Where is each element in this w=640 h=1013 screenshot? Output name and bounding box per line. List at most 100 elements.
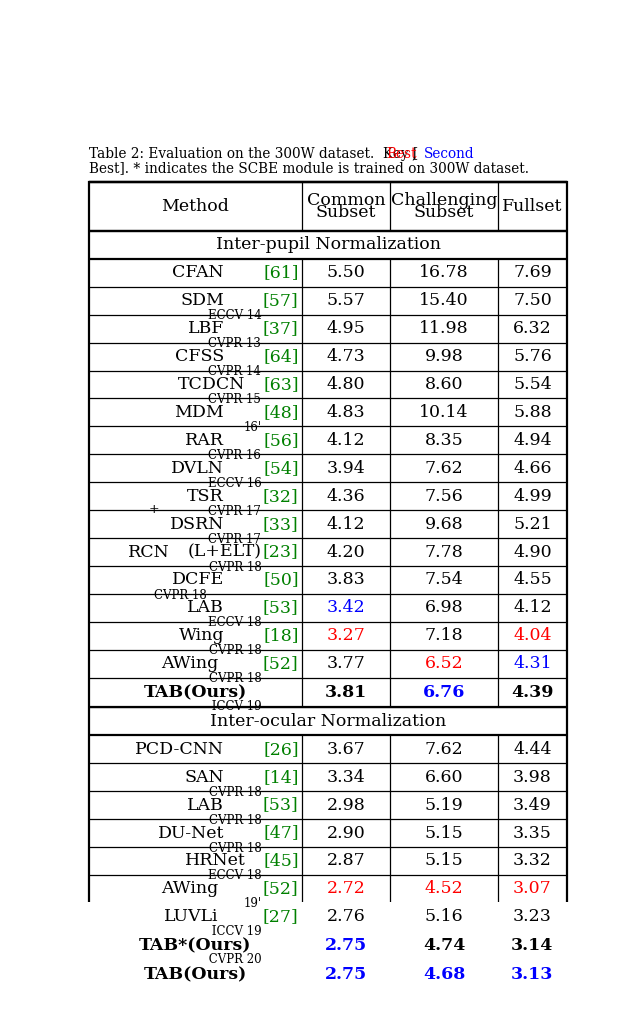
Text: TSR: TSR [188,487,224,504]
Text: ECCV 16: ECCV 16 [207,477,261,490]
Text: 4.20: 4.20 [326,544,365,560]
Text: 4.12: 4.12 [326,432,365,449]
Text: [54]: [54] [263,460,299,477]
Text: 10.14: 10.14 [419,404,468,421]
Text: TCDCN: TCDCN [178,376,245,393]
Text: 2.90: 2.90 [326,825,365,842]
Text: 2.75: 2.75 [325,966,367,984]
Text: 5.57: 5.57 [326,292,365,309]
Text: 2.87: 2.87 [326,852,365,869]
Text: LAB: LAB [188,796,224,813]
Text: 4.90: 4.90 [513,544,552,560]
Text: 5.16: 5.16 [424,909,463,925]
Text: 7.62: 7.62 [424,460,463,477]
Text: 4.36: 4.36 [326,487,365,504]
Text: Second: Second [424,147,475,161]
Text: [63]: [63] [263,376,299,393]
Text: RCN: RCN [128,544,170,560]
Text: Best]. * indicates the SCBE module is trained on 300W dataset.: Best]. * indicates the SCBE module is tr… [89,161,529,175]
Text: Inter-pupil Normalization: Inter-pupil Normalization [216,236,440,253]
Text: DVLN: DVLN [172,460,224,477]
Text: 5.19: 5.19 [424,796,463,813]
Text: TAB(Ours): TAB(Ours) [144,966,247,984]
Text: Challenging: Challenging [390,191,497,209]
Text: ECCV 18: ECCV 18 [207,617,261,629]
Text: 7.56: 7.56 [424,487,463,504]
Text: CVPR 15: CVPR 15 [209,393,261,406]
Text: LBF: LBF [188,320,224,337]
Text: 4.80: 4.80 [326,376,365,393]
Text: +: + [148,502,159,516]
Text: CFAN: CFAN [173,264,224,282]
Bar [90,232,566,258]
Text: [47]: [47] [263,825,299,842]
Text: TAB*(Ours): TAB*(Ours) [139,937,252,954]
Text: 4.73: 4.73 [326,348,365,365]
Text: 3.14: 3.14 [511,937,554,954]
Text: 5.54: 5.54 [513,376,552,393]
Text: 8.60: 8.60 [425,376,463,393]
Text: Subset: Subset [414,205,474,222]
Text: TAB(Ours): TAB(Ours) [144,684,247,701]
Text: [64]: [64] [263,348,299,365]
Text: DSRN: DSRN [170,516,224,533]
Text: 3.42: 3.42 [326,600,365,616]
Text: [53]: [53] [263,600,299,616]
Text: 2.75: 2.75 [325,937,367,954]
Text: [32]: [32] [263,487,299,504]
Text: DCFE: DCFE [172,571,224,589]
Text: AWing: AWing [161,880,219,898]
Text: [52]: [52] [263,655,299,673]
Text: 19': 19' [243,898,261,911]
Text: 3.07: 3.07 [513,880,552,898]
Text: 3.94: 3.94 [326,460,365,477]
Text: LUVLi: LUVLi [164,909,219,925]
Text: CVPR 20: CVPR 20 [205,953,261,966]
Text: CVPR 18: CVPR 18 [209,644,261,657]
Text: [18]: [18] [263,627,299,644]
Text: 5.50: 5.50 [326,264,365,282]
Text: 4.12: 4.12 [513,600,552,616]
Text: 3.23: 3.23 [513,909,552,925]
Text: 2.98: 2.98 [326,796,365,813]
Text: 6.60: 6.60 [425,769,463,786]
Text: 6.98: 6.98 [424,600,463,616]
Text: [33]: [33] [263,516,299,533]
Text: ICCV 19: ICCV 19 [207,925,261,938]
Text: 4.94: 4.94 [513,432,552,449]
Text: 3.83: 3.83 [326,571,365,589]
Text: 5.88: 5.88 [513,404,552,421]
Text: CVPR 18: CVPR 18 [154,589,207,602]
Text: RAR: RAR [185,432,224,449]
Text: 2.76: 2.76 [326,909,365,925]
Text: [26]: [26] [263,741,299,758]
Text: MDM: MDM [174,404,224,421]
Text: 7.62: 7.62 [424,741,463,758]
Text: 3.34: 3.34 [326,769,365,786]
Text: 5.15: 5.15 [424,825,463,842]
Text: LAB: LAB [188,600,224,616]
Text: ECCV 14: ECCV 14 [207,309,261,322]
Text: ECCV 18: ECCV 18 [207,869,261,882]
Text: Inter-ocular Normalization: Inter-ocular Normalization [210,713,446,729]
Text: 5.76: 5.76 [513,348,552,365]
Text: 4.68: 4.68 [423,966,465,984]
Text: Common: Common [307,191,385,209]
Text: CFSS: CFSS [175,348,224,365]
Text: SDM: SDM [180,292,224,309]
Text: 4.99: 4.99 [513,487,552,504]
Text: [27]: [27] [263,909,299,925]
Text: ICCV 19: ICCV 19 [207,700,261,713]
Text: 4.83: 4.83 [326,404,365,421]
Text: [52]: [52] [263,880,299,898]
Text: 3.32: 3.32 [513,852,552,869]
Text: HRNet: HRNet [184,852,245,869]
Text: 4.95: 4.95 [326,320,365,337]
Bar [90,708,566,734]
Text: 4.52: 4.52 [424,880,463,898]
Text: 9.98: 9.98 [424,348,463,365]
Text: [57]: [57] [263,292,299,309]
Text: CVPR 16: CVPR 16 [209,449,261,462]
Text: CVPR 17: CVPR 17 [209,504,261,518]
Text: 4.04: 4.04 [513,627,552,644]
